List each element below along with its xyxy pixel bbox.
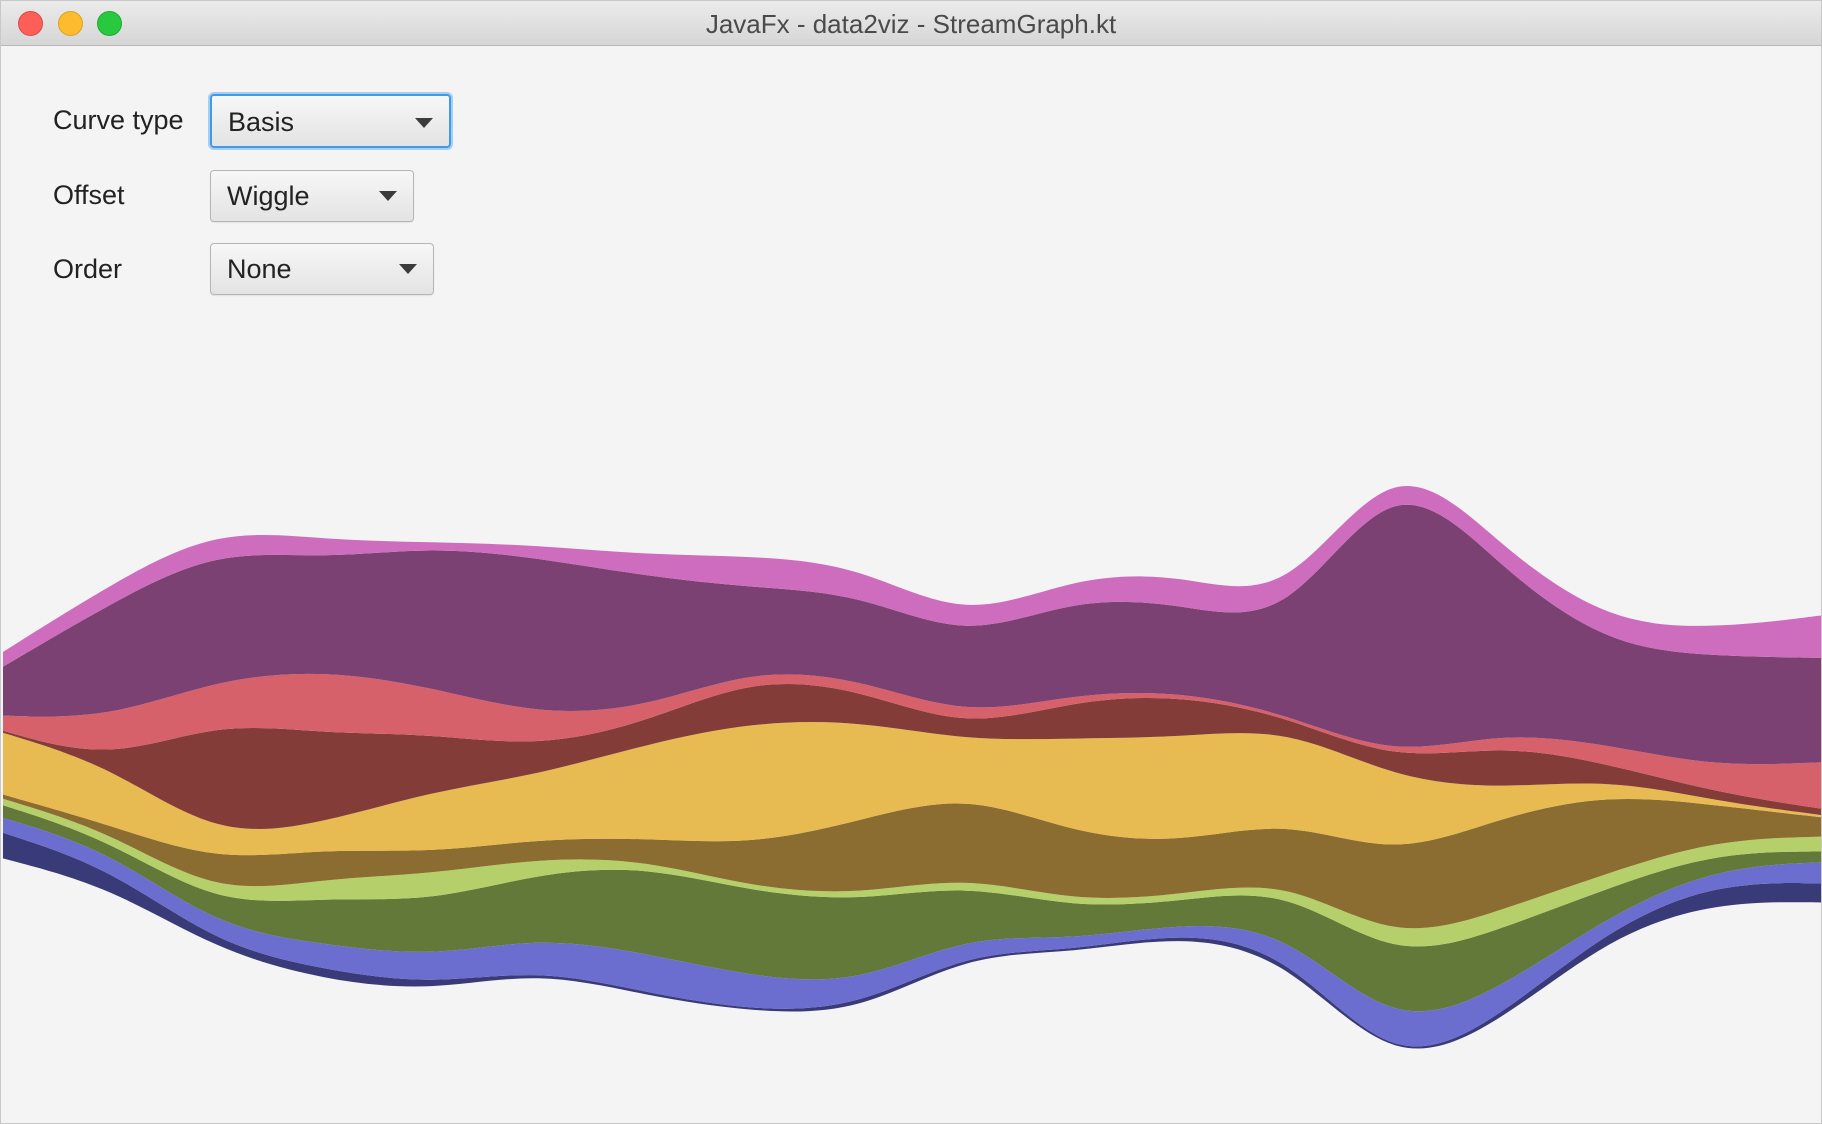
offset-label: Offset (53, 180, 125, 210)
stream-layer-5 (3, 794, 1821, 929)
offset-dropdown[interactable]: Wiggle (210, 170, 414, 222)
chevron-down-icon (399, 264, 417, 274)
chevron-down-icon (379, 191, 397, 201)
chevron-down-icon (415, 118, 433, 128)
stream-layer-7 (3, 684, 1821, 829)
stream-layer-9 (3, 504, 1821, 765)
order-value: None (227, 254, 292, 284)
stream-layer-6 (3, 722, 1821, 856)
order-dropdown[interactable]: None (210, 243, 434, 295)
minimize-window-button[interactable] (58, 11, 83, 36)
maximize-window-button[interactable] (97, 11, 122, 36)
window-title: JavaFx - data2viz - StreamGraph.kt (705, 9, 1117, 39)
curve-type-dropdown[interactable]: Basis (210, 94, 451, 148)
close-window-button[interactable] (18, 11, 43, 36)
offset-value: Wiggle (227, 181, 310, 211)
stream-layer-8 (3, 673, 1821, 809)
title-bar[interactable]: JavaFx - data2viz - StreamGraph.kt (1, 1, 1821, 46)
stream-layer-3 (3, 805, 1821, 1012)
order-label: Order (53, 254, 123, 284)
curve-type-value: Basis (228, 107, 295, 137)
curve-type-label: Curve type (53, 105, 184, 135)
